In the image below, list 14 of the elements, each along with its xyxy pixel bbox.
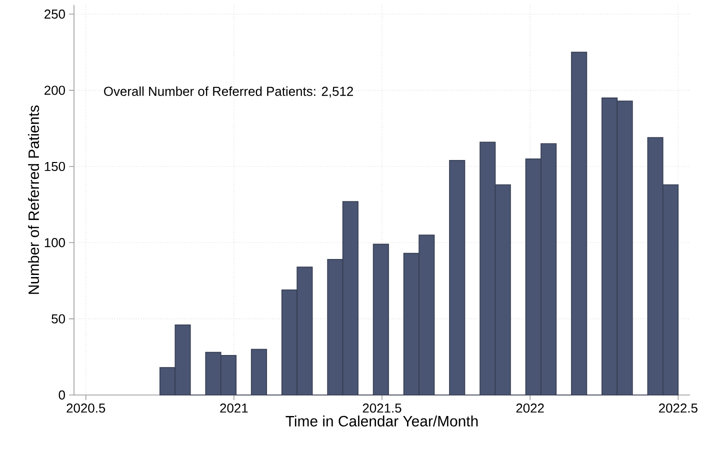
x-tick-label: 2021.5 <box>362 404 402 413</box>
x-tick-label: 2022 <box>516 404 544 413</box>
x-tick-label: 2022.5 <box>659 404 698 413</box>
y-tick-label: 0 <box>58 390 65 400</box>
x-tick-label: 2020.5 <box>66 404 106 413</box>
y-tick-label: 250 <box>44 10 65 19</box>
y-axis-title: Number of Referred Patients <box>28 105 40 294</box>
y-tick-label: 100 <box>44 238 65 248</box>
y-tick-label: 50 <box>52 314 65 324</box>
x-axis-title: Time in Calendar Year/Month <box>286 416 478 426</box>
x-tick-label: 2021 <box>220 404 248 413</box>
y-tick-label: 150 <box>44 162 65 172</box>
annotation: Overall Number of Referred Patients: 2,512 <box>104 86 353 98</box>
y-tick-label: 200 <box>44 86 65 95</box>
